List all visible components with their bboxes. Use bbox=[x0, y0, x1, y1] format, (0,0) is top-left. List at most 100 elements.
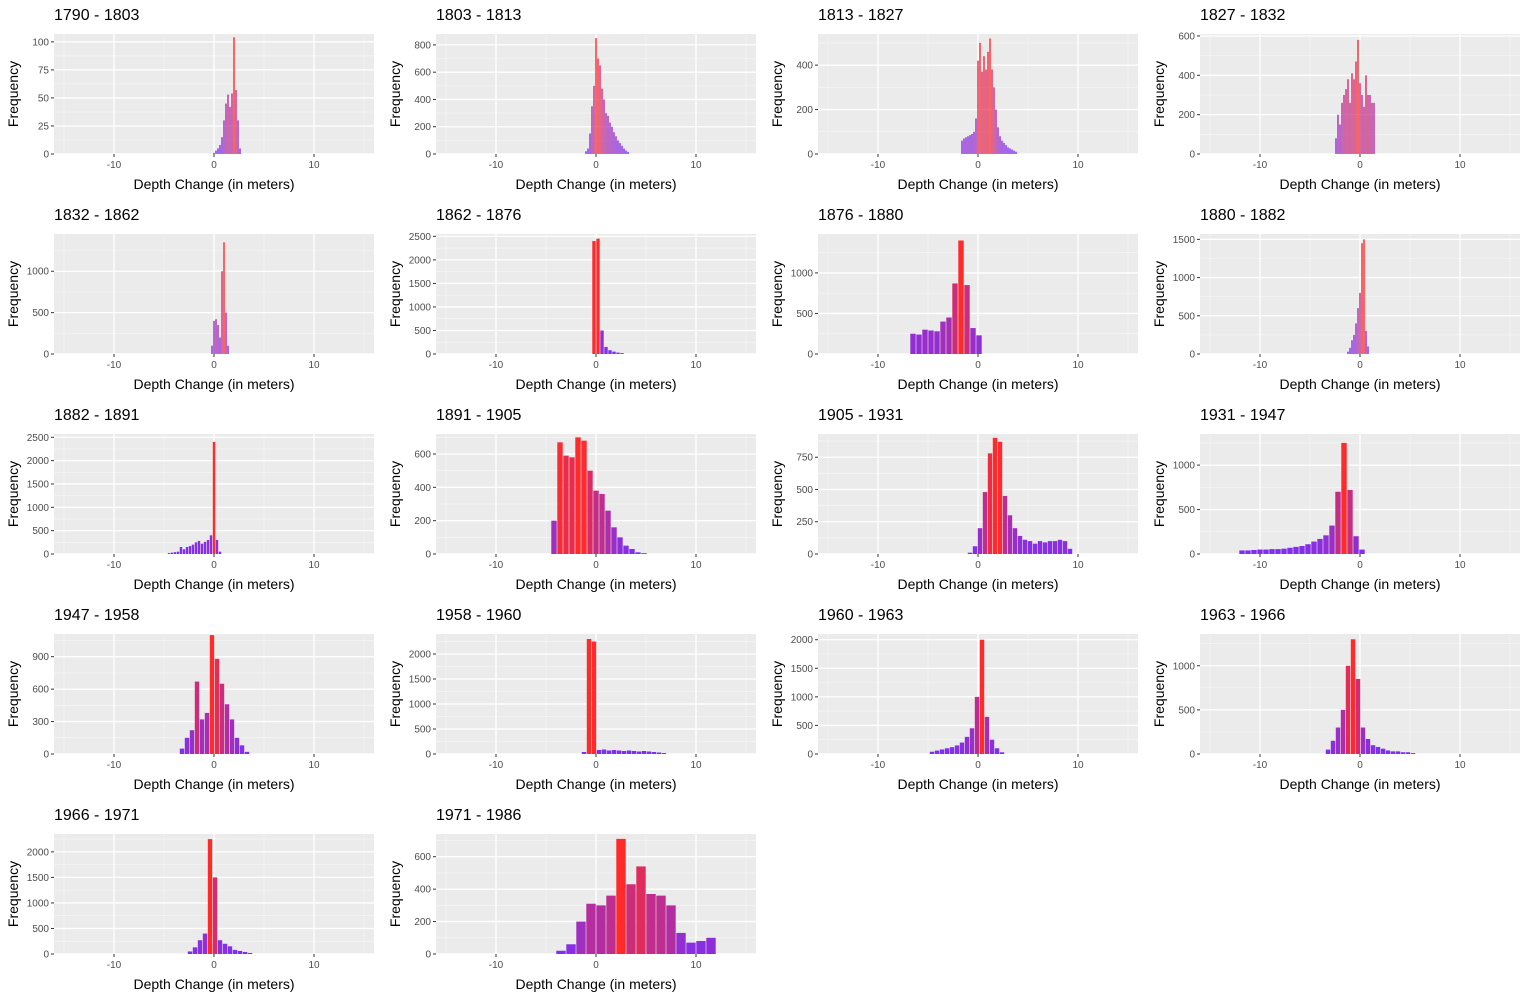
histogram-bar bbox=[636, 866, 646, 954]
x-tick-label: 0 bbox=[593, 560, 599, 571]
x-axis-label: Depth Change (in meters) bbox=[515, 976, 676, 992]
x-tick-label: 10 bbox=[1454, 760, 1466, 771]
histogram-bar bbox=[213, 152, 215, 154]
y-tick-label: 2000 bbox=[409, 650, 432, 661]
x-axis-label: Depth Change (in meters) bbox=[133, 576, 294, 592]
y-tick-label: 1500 bbox=[409, 675, 432, 686]
histogram-bar bbox=[981, 71, 983, 154]
histogram-bar bbox=[1052, 541, 1058, 554]
x-tick-label: -10 bbox=[1253, 760, 1268, 771]
histogram-bar bbox=[1357, 308, 1359, 354]
x-axis-label: Depth Change (in meters) bbox=[1279, 176, 1440, 192]
y-tick-label: 1500 bbox=[1173, 235, 1196, 246]
histogram-bar bbox=[237, 950, 243, 954]
x-axis-label: Depth Change (in meters) bbox=[133, 976, 294, 992]
histogram-bar bbox=[1007, 147, 1009, 154]
histogram-bar bbox=[1299, 546, 1305, 554]
histogram-panel: 0 200 400 600 800 -10 0 10 1803 - 1813 Depth Chan… bbox=[382, 0, 764, 200]
y-tick-label: 1000 bbox=[409, 700, 432, 711]
histogram-bar bbox=[631, 751, 637, 754]
histogram-bar bbox=[1011, 149, 1013, 154]
histogram-bar bbox=[1349, 347, 1351, 354]
histogram-bar bbox=[1032, 543, 1038, 554]
y-tick-label: 250 bbox=[796, 517, 813, 528]
histogram-bar bbox=[641, 553, 647, 554]
histogram-bar bbox=[239, 148, 241, 154]
histogram-bar bbox=[971, 134, 973, 154]
histogram-bar bbox=[219, 683, 225, 754]
x-tick-label: -10 bbox=[871, 160, 886, 171]
y-tick-label: 200 bbox=[414, 917, 431, 928]
histogram-panel: 0 25 50 75 100 -10 0 10 1790 - 1803 Depth Change … bbox=[0, 0, 382, 200]
y-axis-label: Frequency bbox=[5, 661, 21, 727]
histogram-bar bbox=[939, 749, 945, 754]
histogram-bar bbox=[593, 490, 599, 554]
histogram-bar bbox=[1405, 752, 1411, 754]
x-tick-label: -10 bbox=[1253, 360, 1268, 371]
histogram-bar bbox=[563, 455, 569, 554]
panel-title: 1790 - 1803 bbox=[54, 7, 140, 24]
histogram-bar bbox=[641, 751, 647, 754]
histogram-bar bbox=[1341, 102, 1343, 154]
panel-title: 1832 - 1862 bbox=[54, 207, 140, 224]
histogram-bar bbox=[1269, 549, 1275, 554]
histogram-svg: 0 500 1000 1500 2000 -10 0 10 1958 - 1960 Depth C… bbox=[387, 607, 756, 792]
histogram-bar bbox=[946, 317, 952, 354]
histogram-bar bbox=[569, 457, 575, 554]
y-axis-label: Frequency bbox=[1151, 461, 1167, 527]
histogram-bar bbox=[232, 949, 238, 954]
histogram-bar bbox=[929, 751, 935, 754]
histogram-bar bbox=[1013, 150, 1015, 154]
y-tick-label: 0 bbox=[43, 150, 49, 161]
y-tick-label: 600 bbox=[1178, 31, 1195, 42]
histogram-bar bbox=[1263, 549, 1269, 554]
histogram-bar bbox=[949, 747, 955, 754]
histogram-bar bbox=[1380, 748, 1386, 754]
x-tick-label: 0 bbox=[211, 560, 217, 571]
histogram-bar bbox=[212, 877, 218, 954]
y-tick-label: 2500 bbox=[409, 232, 432, 243]
y-tick-label: 0 bbox=[425, 350, 431, 361]
histogram-bar bbox=[635, 552, 641, 554]
histogram-svg: 0 500 1000 1500 2000 -10 0 10 1966 - 1971 Depth C… bbox=[5, 807, 374, 992]
y-tick-label: 500 bbox=[32, 526, 49, 537]
y-axis-label: Frequency bbox=[5, 261, 21, 327]
histogram-bar bbox=[1335, 727, 1341, 754]
histogram-bar bbox=[609, 122, 611, 154]
histogram-bar bbox=[179, 748, 185, 754]
histogram-panel: 0 500 1000 1500 2000 -10 0 10 1958 - 1960 Depth C… bbox=[382, 600, 764, 800]
y-tick-label: 1500 bbox=[27, 479, 50, 490]
histogram-bar bbox=[916, 334, 922, 354]
histogram-bar bbox=[585, 151, 587, 154]
histogram-panel: 0 500 1000 -10 0 10 1963 - 1966 Depth Change (i… bbox=[1146, 600, 1528, 800]
histogram-bar bbox=[586, 639, 592, 754]
panel-title: 1813 - 1827 bbox=[818, 7, 904, 24]
x-tick-label: 0 bbox=[593, 360, 599, 371]
histogram-bar bbox=[964, 285, 970, 354]
histogram-bar bbox=[1335, 491, 1341, 554]
y-tick-label: 500 bbox=[1178, 705, 1195, 716]
histogram-panel: 0 250 500 750 -10 0 10 1905 - 1931 Depth Change … bbox=[764, 400, 1146, 600]
histogram-bar bbox=[997, 127, 999, 154]
histogram-bar bbox=[1062, 541, 1068, 554]
histogram-bar bbox=[982, 492, 988, 554]
histogram-bar bbox=[606, 895, 616, 954]
histogram-bar bbox=[646, 751, 652, 754]
y-tick-label: 1500 bbox=[409, 279, 432, 290]
histogram-bar bbox=[1340, 709, 1346, 754]
x-tick-label: -10 bbox=[489, 360, 504, 371]
histogram-bar bbox=[621, 145, 623, 154]
histogram-bar bbox=[1390, 751, 1396, 754]
x-tick-label: 0 bbox=[593, 960, 599, 971]
histogram-panel: 0 500 1000 -10 0 10 1931 - 1947 Depth Change (i… bbox=[1146, 400, 1528, 600]
histogram-panel: 0 500 1000 -10 0 10 1832 - 1862 Depth Change (i… bbox=[0, 200, 382, 400]
x-tick-label: -10 bbox=[107, 360, 122, 371]
histogram-bar bbox=[615, 136, 617, 154]
histogram-bar bbox=[1400, 752, 1406, 754]
histogram-bar bbox=[952, 283, 958, 354]
histogram-bar bbox=[1351, 340, 1353, 354]
histogram-bar bbox=[984, 716, 990, 754]
panel-title: 1803 - 1813 bbox=[436, 7, 522, 24]
y-tick-label: 0 bbox=[807, 750, 813, 761]
histogram-bar bbox=[242, 951, 248, 954]
